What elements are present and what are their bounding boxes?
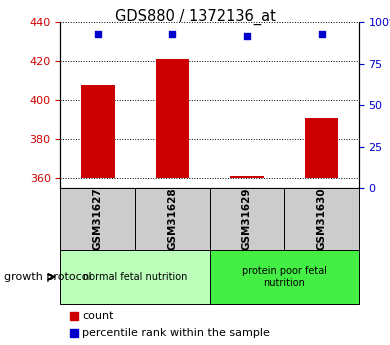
Text: GSM31628: GSM31628 (167, 188, 177, 250)
Text: GDS880 / 1372136_at: GDS880 / 1372136_at (115, 9, 275, 25)
Text: count: count (82, 311, 113, 321)
Bar (210, 188, 284, 250)
Bar (156, 59, 189, 178)
Bar (230, 176, 264, 178)
Bar (284, 188, 359, 250)
Text: growth protocol: growth protocol (4, 272, 92, 282)
Text: GSM31629: GSM31629 (242, 188, 252, 250)
Bar (305, 118, 338, 178)
Bar (135, 188, 210, 250)
Text: normal fetal nutrition: normal fetal nutrition (83, 272, 187, 282)
Point (244, 33, 250, 38)
Bar (60, 250, 210, 304)
Point (169, 31, 176, 37)
Bar (81, 85, 115, 178)
Text: percentile rank within the sample: percentile rank within the sample (82, 328, 270, 338)
Text: GSM31630: GSM31630 (317, 188, 326, 250)
Point (318, 31, 324, 37)
Bar (60, 188, 135, 250)
Bar (210, 250, 359, 304)
Text: GSM31627: GSM31627 (93, 188, 103, 250)
Text: protein poor fetal
nutrition: protein poor fetal nutrition (242, 266, 327, 288)
Point (95, 31, 101, 37)
